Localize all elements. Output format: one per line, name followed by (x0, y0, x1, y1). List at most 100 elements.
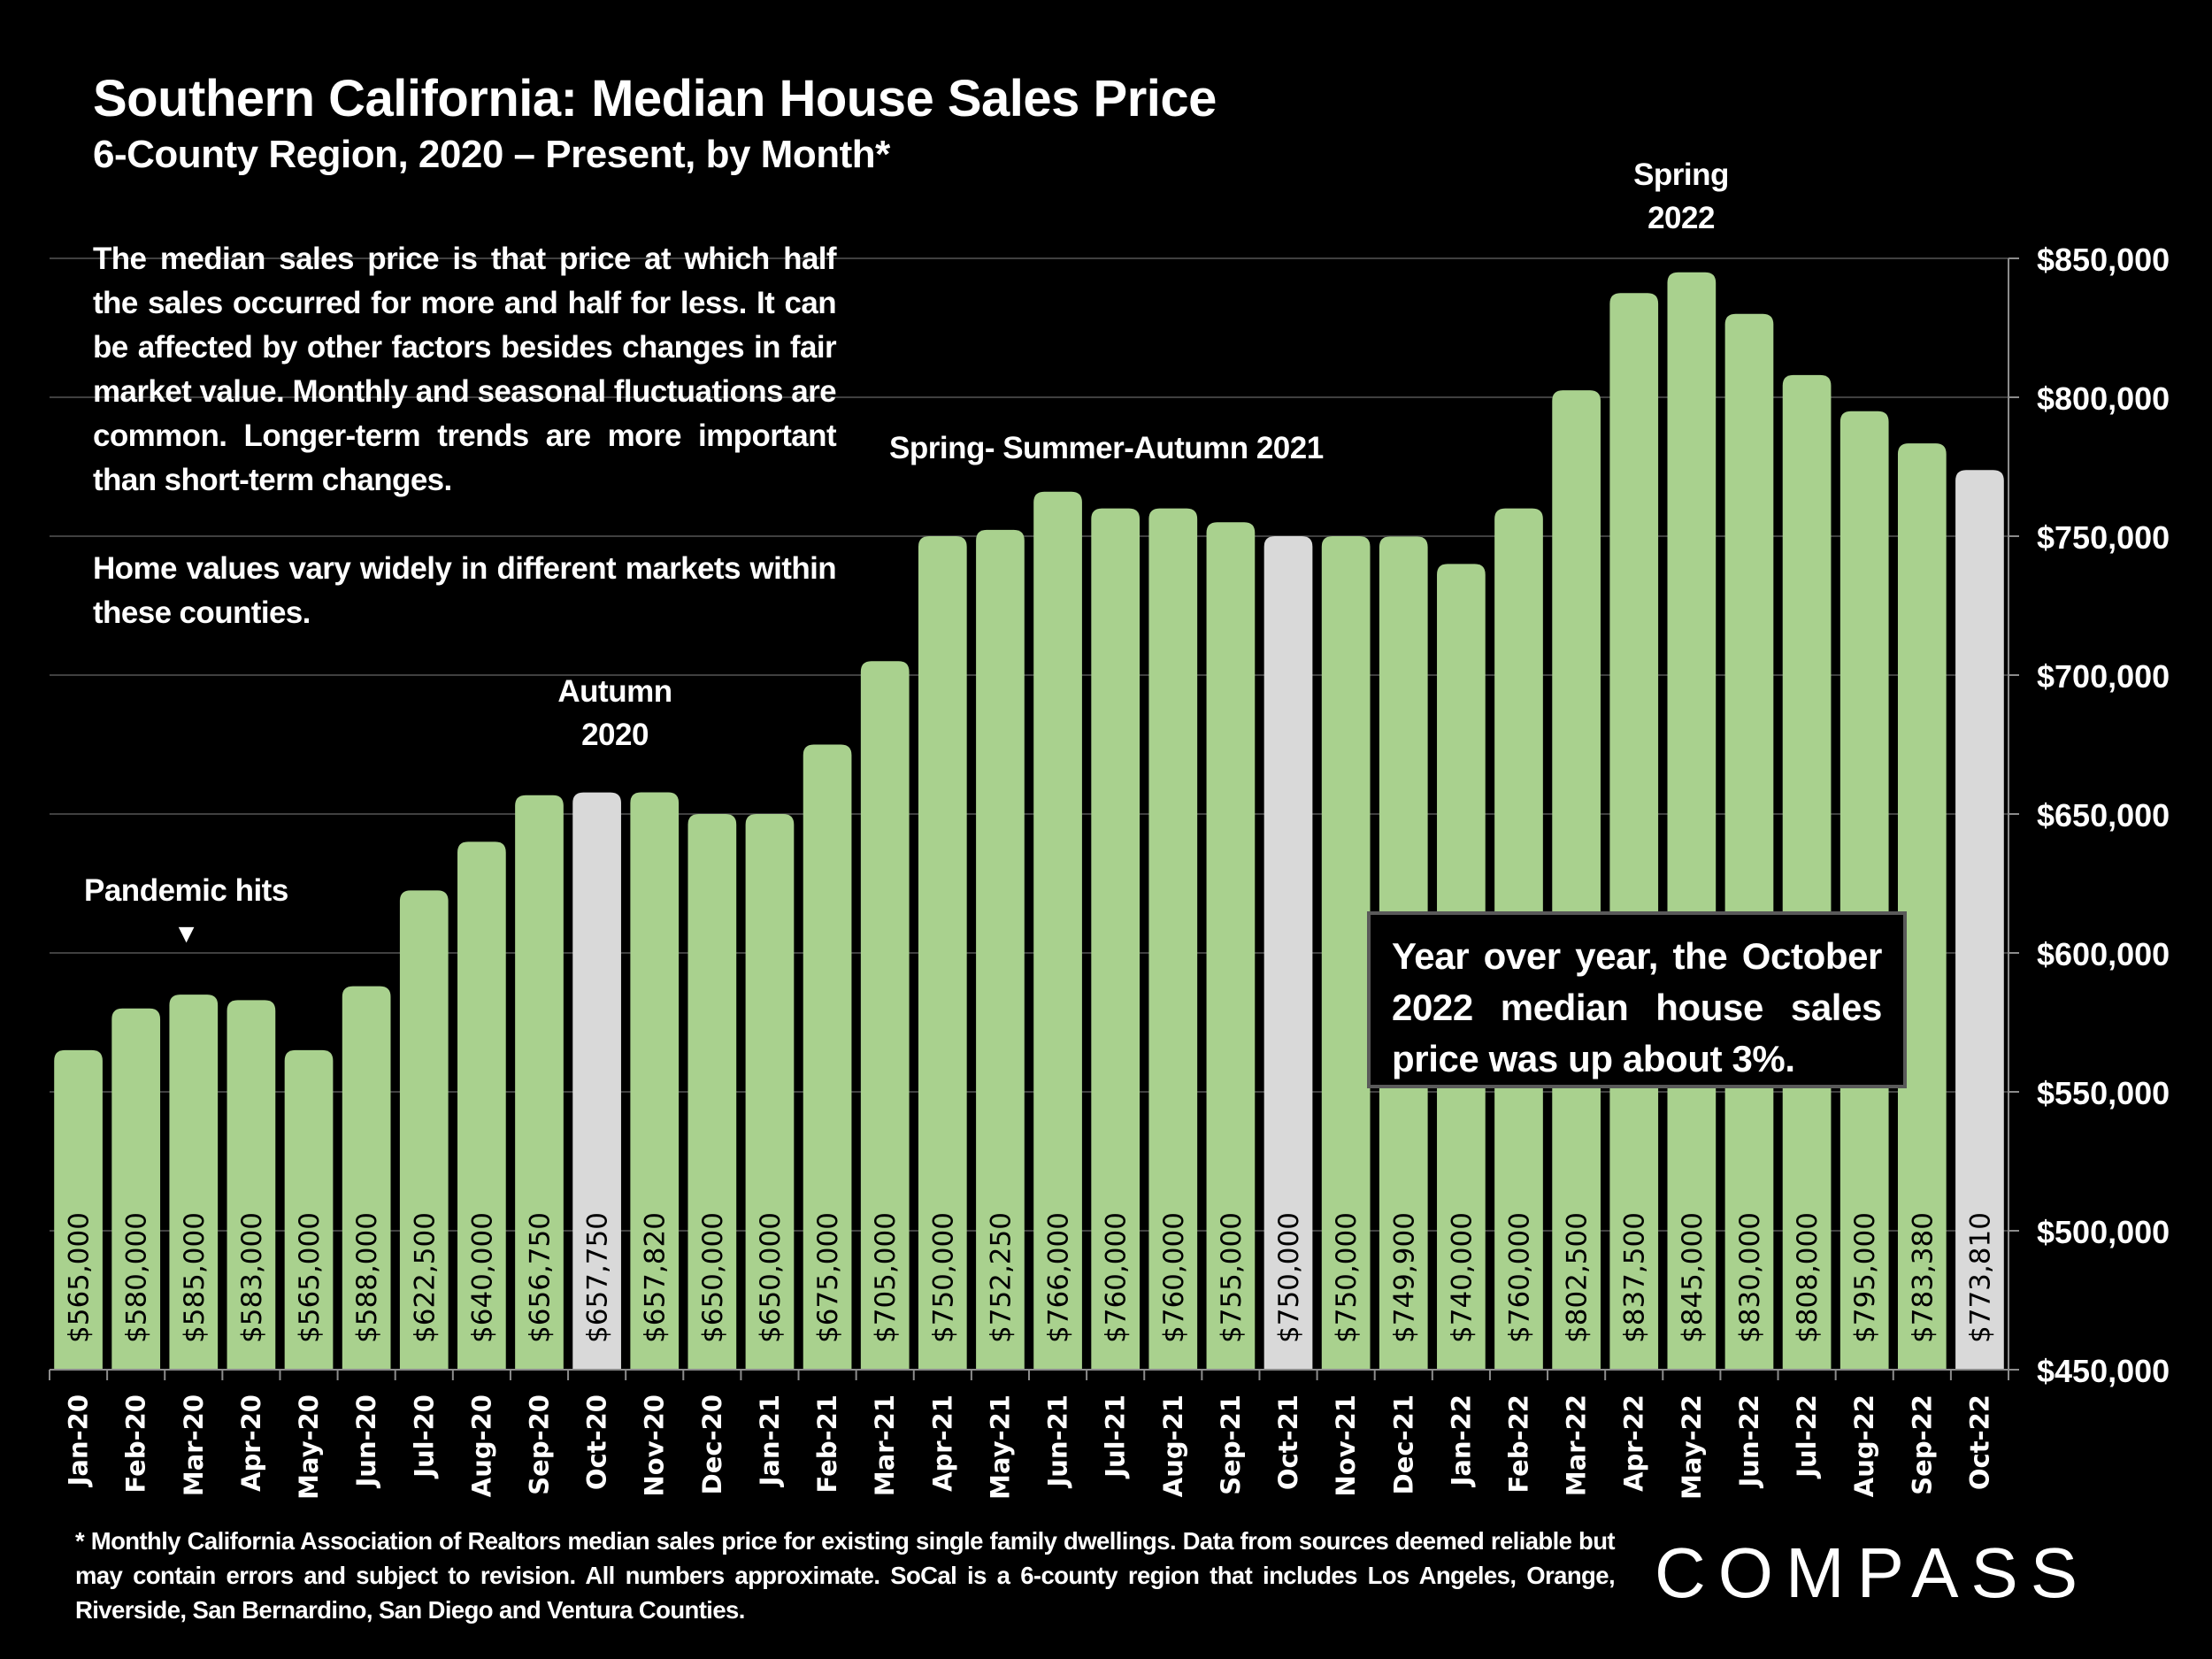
x-tick-label: Feb-20 (121, 1394, 151, 1493)
bar (1148, 508, 1198, 1370)
annotation-autumn-2020-line1: Autumn (557, 674, 672, 709)
y-tick-label: $850,000 (2037, 242, 2170, 278)
x-tick-label: Sep-20 (525, 1394, 555, 1495)
x-tick-label: Apr-21 (927, 1394, 957, 1492)
annotation-autumn-2020: Autumn 2020 (544, 670, 686, 757)
y-tick-label: $450,000 (2037, 1353, 2170, 1389)
x-tick-label: Apr-20 (236, 1394, 266, 1492)
x-tick-label: Jul-20 (409, 1394, 439, 1479)
bar (399, 890, 449, 1370)
bar (745, 814, 795, 1370)
bar (284, 1049, 334, 1370)
data-label: $750,000 (1331, 1212, 1363, 1343)
x-tick-label: Oct-20 (582, 1394, 612, 1490)
compass-logo: COMPASS (1655, 1533, 2091, 1612)
x-tick-label: Oct-22 (1964, 1394, 1994, 1490)
bar (515, 795, 564, 1370)
bar (918, 536, 967, 1370)
description-paragraph-2: Home values vary widely in different mar… (93, 551, 837, 630)
data-label: $752,250 (985, 1212, 1017, 1343)
bar (1206, 522, 1256, 1370)
data-label: $795,000 (1849, 1212, 1881, 1343)
annotation-spring-summer-autumn-2021: Spring- Summer-Autumn 2021 (889, 431, 1324, 465)
y-tick-label: $600,000 (2037, 936, 2170, 972)
bar (1782, 374, 1832, 1370)
x-tick-label: Jun-21 (1043, 1394, 1073, 1488)
data-label: $837,500 (1619, 1212, 1651, 1343)
data-label: $750,000 (927, 1212, 959, 1343)
x-tick-label: Jan-20 (64, 1394, 94, 1487)
x-tick-label: Mar-20 (179, 1394, 209, 1496)
x-tick-label: Aug-22 (1849, 1394, 1879, 1497)
y-tick-labels: $450,000 $500,000 $550,000 $600,000 $650,000… (2037, 242, 2170, 1389)
annotation-spring-2022: Spring 2022 (1610, 153, 1752, 240)
x-tick-label: May-21 (985, 1394, 1015, 1500)
x-tick-label: Sep-21 (1216, 1394, 1246, 1495)
x-tick-label: Apr-22 (1619, 1394, 1649, 1492)
x-tick-label: Dec-20 (697, 1394, 727, 1494)
data-label: $760,000 (1504, 1212, 1536, 1343)
x-tick-label: May-20 (294, 1394, 324, 1500)
data-label: $750,000 (1273, 1212, 1305, 1343)
x-tick-label: Nov-21 (1331, 1394, 1361, 1497)
axes (49, 257, 2019, 1380)
x-tick-label: Mar-22 (1562, 1394, 1592, 1496)
bar (1263, 536, 1313, 1370)
x-tick-label: May-22 (1677, 1394, 1707, 1500)
data-label: $565,000 (64, 1212, 96, 1343)
data-label: $705,000 (870, 1212, 902, 1343)
x-tick-label: Sep-22 (1907, 1394, 1937, 1495)
bar (1321, 536, 1371, 1370)
bar (1091, 508, 1141, 1370)
data-label: $583,000 (236, 1212, 268, 1343)
bar (860, 661, 910, 1370)
x-tick-label: Mar-21 (870, 1394, 900, 1496)
data-label: $766,000 (1043, 1212, 1075, 1343)
bar (687, 814, 737, 1370)
bar (227, 1000, 276, 1370)
bar (111, 1008, 161, 1370)
yoy-callout-box: Year over year, the October 2022 median … (1367, 911, 1907, 1088)
data-label: $640,000 (466, 1212, 498, 1343)
data-label: $808,000 (1792, 1212, 1824, 1343)
data-label: $749,900 (1388, 1212, 1420, 1343)
bar (1955, 470, 2004, 1370)
x-tick-label: Feb-21 (812, 1394, 842, 1493)
data-label: $740,000 (1446, 1212, 1478, 1343)
bar (1552, 390, 1601, 1370)
x-tick-label: Dec-21 (1388, 1394, 1418, 1494)
bar (1897, 443, 1947, 1371)
x-tick-label: Jun-22 (1734, 1394, 1764, 1488)
y-tick-label: $800,000 (2037, 380, 2170, 417)
data-label: $657,820 (640, 1212, 672, 1343)
data-label: $675,000 (812, 1212, 844, 1343)
bar (1609, 293, 1659, 1370)
bar (342, 986, 391, 1370)
x-tick-label: Jan-22 (1446, 1394, 1476, 1487)
footnote: * Monthly California Association of Real… (75, 1527, 1616, 1624)
data-label: $580,000 (121, 1212, 153, 1343)
data-label: $656,750 (525, 1212, 557, 1343)
x-tick-label: Oct-21 (1273, 1394, 1303, 1490)
annotation-autumn-2020-line2: 2020 (581, 718, 649, 752)
x-tick-label: Aug-20 (466, 1394, 496, 1497)
annotation-pandemic-label: Pandemic hits (84, 873, 288, 908)
data-label: $565,000 (294, 1212, 326, 1343)
chart-title: Southern California: Median House Sales … (93, 70, 1217, 127)
data-label: $845,000 (1677, 1212, 1709, 1343)
x-tick-label: Feb-22 (1504, 1394, 1534, 1493)
annotation-spring-2022-line1: Spring (1633, 157, 1729, 192)
bars: $565,000 $580,000 $585,000 $583,000 $565,000… (54, 272, 2004, 1371)
y-tick-label: $750,000 (2037, 519, 2170, 556)
data-label: $585,000 (179, 1212, 211, 1343)
chart-subtitle: 6-County Region, 2020 – Present, by Mont… (93, 133, 890, 176)
y-tick-label: $500,000 (2037, 1214, 2170, 1250)
bar (1033, 491, 1082, 1370)
data-label: $783,380 (1907, 1212, 1939, 1343)
annotation-spring-2022-line2: 2022 (1647, 201, 1715, 235)
bar (803, 744, 852, 1370)
bar (169, 995, 219, 1370)
data-label: $622,500 (409, 1212, 441, 1343)
data-label: $588,000 (351, 1212, 383, 1343)
